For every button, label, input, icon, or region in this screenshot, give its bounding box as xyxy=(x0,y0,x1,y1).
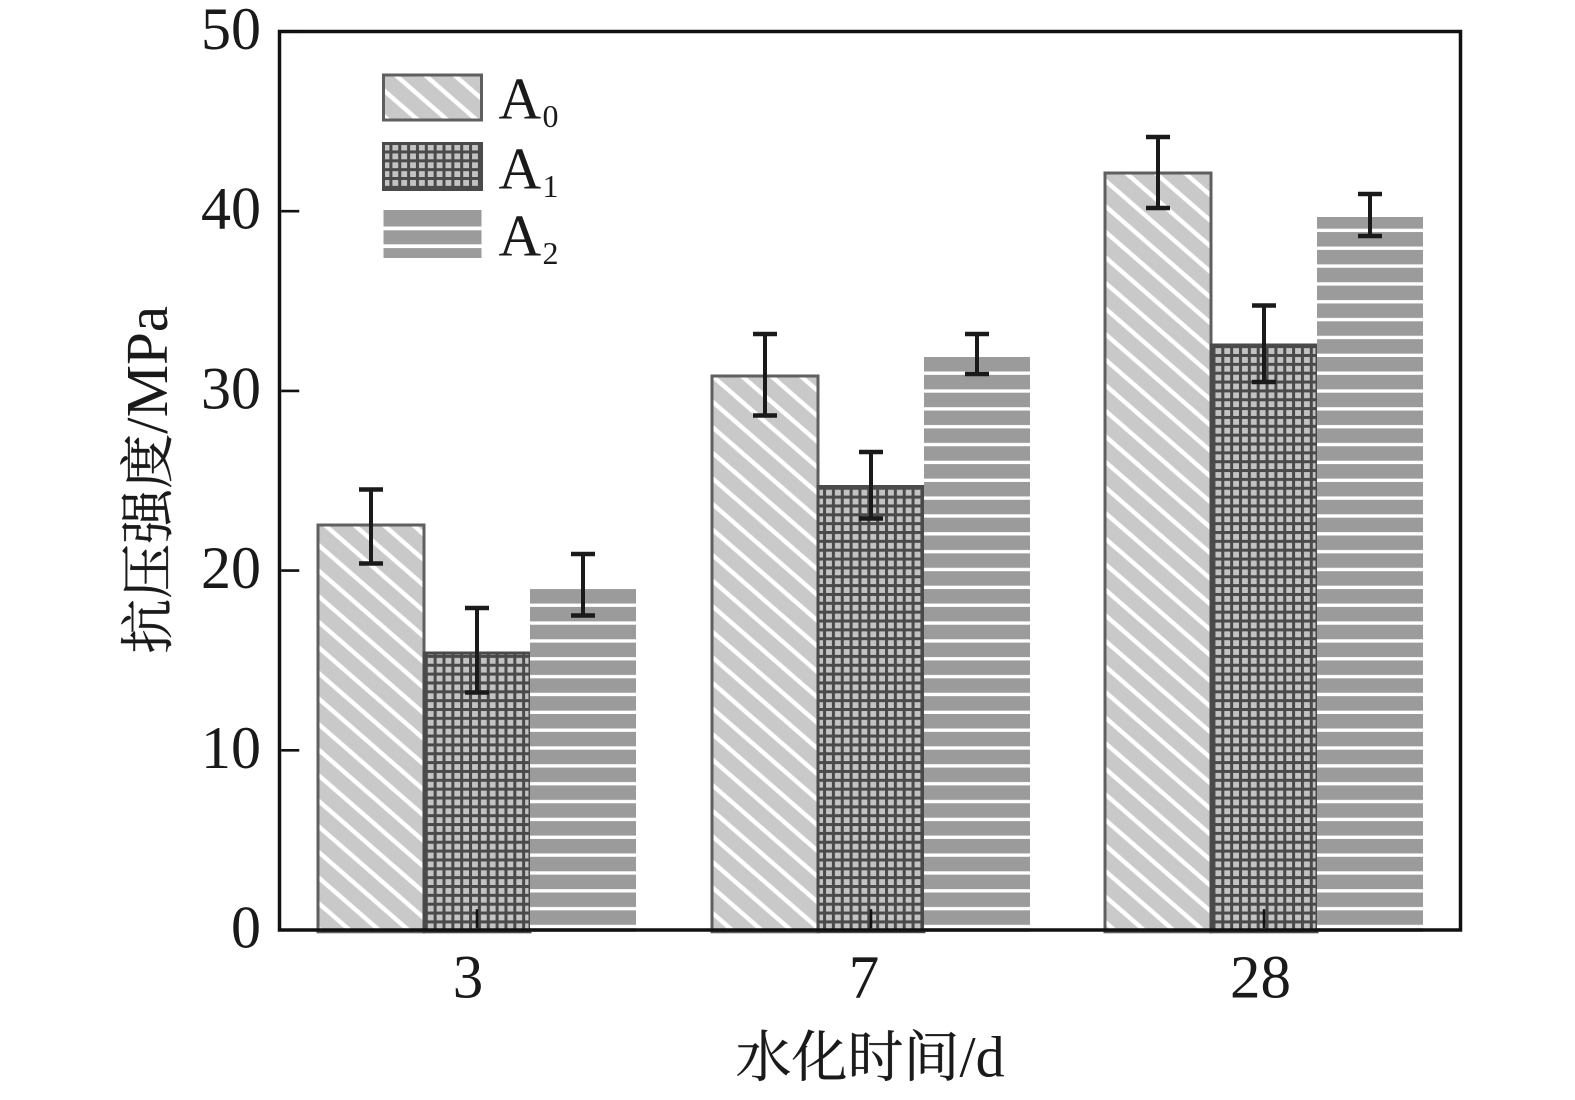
svg-text:2: 2 xyxy=(543,235,559,271)
svg-text:40: 40 xyxy=(201,176,261,242)
svg-text:10: 10 xyxy=(201,715,261,781)
svg-text:0: 0 xyxy=(231,895,261,961)
svg-text:3: 3 xyxy=(453,945,484,1012)
svg-text:/MPa: /MPa xyxy=(114,306,180,434)
svg-text:50: 50 xyxy=(201,0,261,62)
svg-text:20: 20 xyxy=(201,535,261,601)
svg-text:A: A xyxy=(499,203,542,269)
svg-text:7: 7 xyxy=(849,945,880,1012)
svg-text:A: A xyxy=(499,66,542,132)
svg-text:/d: /d xyxy=(960,1025,1005,1090)
svg-text:0: 0 xyxy=(543,98,559,134)
svg-text:A: A xyxy=(499,136,542,202)
svg-text:30: 30 xyxy=(201,355,261,421)
svg-text:1: 1 xyxy=(543,168,559,204)
svg-text:28: 28 xyxy=(1230,945,1291,1012)
